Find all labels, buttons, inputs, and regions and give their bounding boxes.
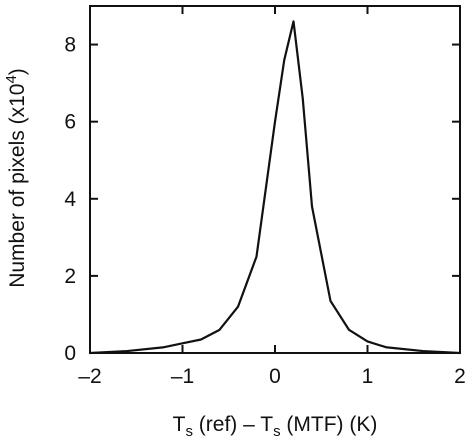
x-tick-label: –2 <box>78 365 101 388</box>
y-tick-label: 8 <box>64 34 76 57</box>
x-axis-ticks: –2 –1 0 1 2 <box>78 6 466 388</box>
x-axis-label: Ts (ref) – Ts (MTF) (K) <box>173 413 378 440</box>
x-tick-label: 2 <box>454 365 466 388</box>
plot-frame <box>89 5 461 354</box>
x-tick-label: –1 <box>171 365 194 388</box>
y-tick-label: 6 <box>64 111 76 134</box>
y-axis-ticks: 0 2 4 6 8 <box>64 34 460 365</box>
y-tick-label: 4 <box>64 188 76 211</box>
y-tick-label: 2 <box>64 265 76 288</box>
series-line <box>88 20 462 355</box>
y-axis-label: Number of pixels (x104) <box>3 68 29 288</box>
x-tick-label: 0 <box>269 365 281 388</box>
x-tick-label: 1 <box>362 365 374 388</box>
y-tick-label: 0 <box>64 342 76 365</box>
